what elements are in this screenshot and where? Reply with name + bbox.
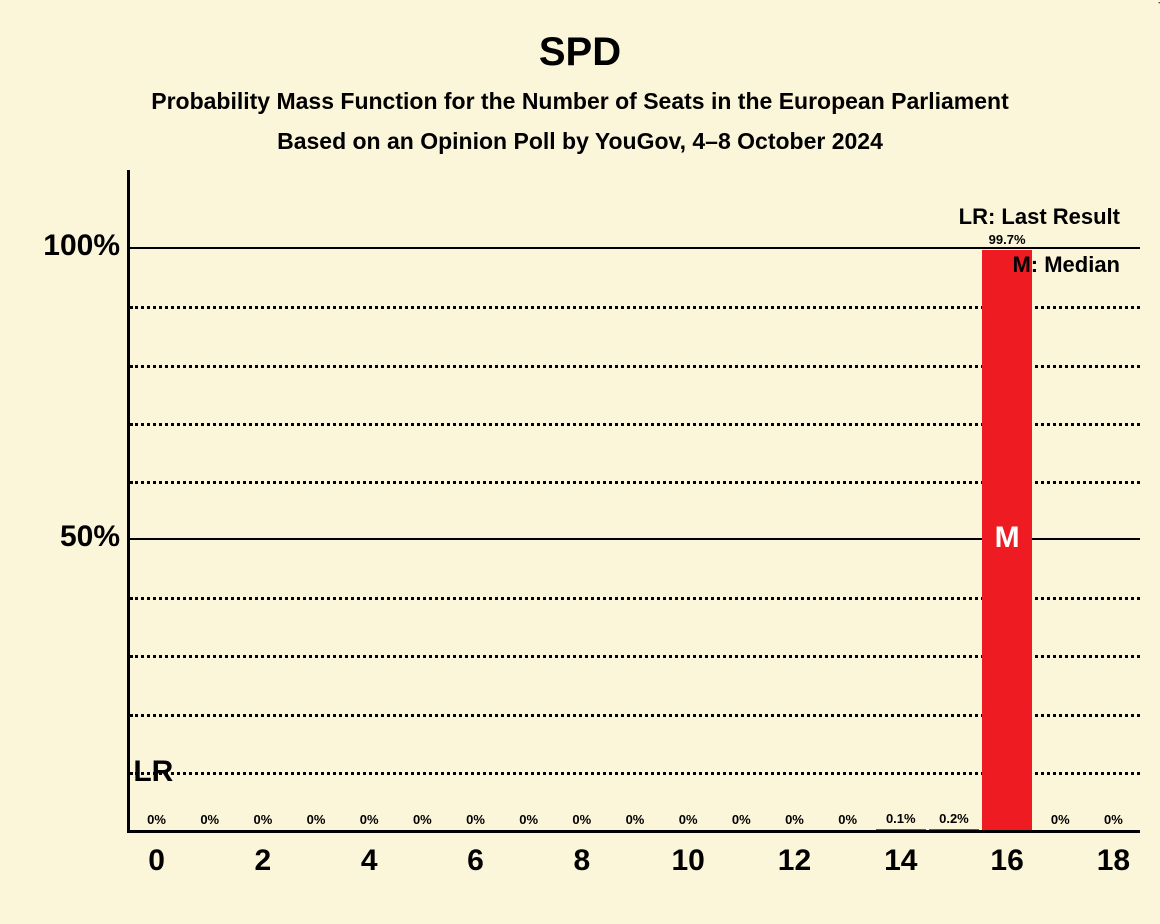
xtick-label: 0 (103, 844, 209, 878)
bar-value-label: 0% (130, 812, 183, 827)
bar-value-label: 0% (343, 812, 396, 827)
page-root: © 2024 Filip van Laenen SPD Probability … (0, 0, 1160, 924)
bar-value-label: 0% (1087, 812, 1140, 827)
main-title: SPD (0, 30, 1160, 75)
bar (876, 829, 927, 830)
bar-value-label: 0% (608, 812, 661, 827)
xtick-label: 10 (635, 844, 741, 878)
bar-value-label: 0% (715, 812, 768, 827)
bar-value-label: 0.1% (874, 811, 927, 826)
xtick-label: 4 (316, 844, 422, 878)
bar-value-label: 0% (183, 812, 236, 827)
xtick-label: 14 (848, 844, 954, 878)
ytick-label: 50% (10, 520, 120, 554)
xtick-label: 12 (741, 844, 847, 878)
bar-value-label: 0% (289, 812, 342, 827)
xtick-label: 6 (422, 844, 528, 878)
bar-value-label: 0% (1034, 812, 1087, 827)
bar-value-label: 0% (555, 812, 608, 827)
bar-value-label: 0% (768, 812, 821, 827)
ytick-label: 100% (10, 229, 120, 263)
bar-value-label: 0% (821, 812, 874, 827)
pmf-chart: 50%100%0%0%0%0%0%0%0%0%0%0%0%0%0%0%0.1%0… (130, 190, 1140, 830)
bar-value-label: 0% (396, 812, 449, 827)
bar-value-label: 0.2% (927, 811, 980, 826)
gridline-major (130, 247, 1140, 249)
legend-line-lr: LR: Last Result (959, 204, 1120, 230)
median-label: M (982, 521, 1033, 555)
copyright-text: © 2024 Filip van Laenen (1156, 0, 1160, 4)
bar-value-label: 0% (236, 812, 289, 827)
bar-value-label: 99.7% (981, 232, 1034, 247)
subtitle-1: Probability Mass Function for the Number… (0, 88, 1160, 115)
y-axis (127, 170, 130, 830)
subtitle-2: Based on an Opinion Poll by YouGov, 4–8 … (0, 128, 1160, 155)
bar (929, 829, 980, 830)
bar-value-label: 0% (502, 812, 555, 827)
xtick-label: 18 (1060, 844, 1160, 878)
lr-label: LR (133, 755, 173, 789)
xtick-label: 8 (529, 844, 635, 878)
xtick-label: 16 (954, 844, 1060, 878)
bar-value-label: 0% (449, 812, 502, 827)
legend-line-median: M: Median (1012, 252, 1120, 278)
x-axis (127, 830, 1140, 833)
xtick-label: 2 (210, 844, 316, 878)
bar-value-label: 0% (662, 812, 715, 827)
